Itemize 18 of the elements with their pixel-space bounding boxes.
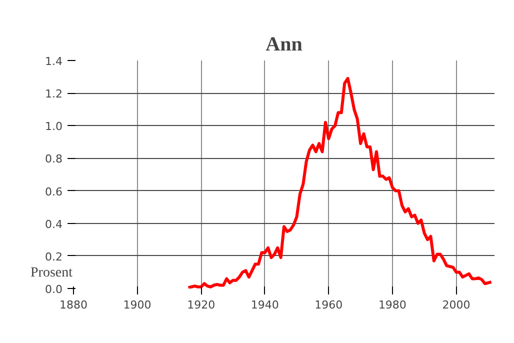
x-tick-label: 2000 xyxy=(442,298,470,312)
y-axis-title: Prosent xyxy=(30,266,73,280)
x-tick-label: 1900 xyxy=(123,298,152,312)
line-series xyxy=(186,76,493,288)
y-tick-label: 1.4 xyxy=(45,55,63,68)
y-tick-label: 0.8 xyxy=(45,152,63,166)
y-tick-label: 0.4 xyxy=(45,218,63,231)
chart-title: Ann xyxy=(266,34,302,56)
y-tick-label: 0.2 xyxy=(45,250,63,264)
y-tick-label: 0.0 xyxy=(45,283,63,296)
x-tick-label: 1960 xyxy=(314,298,343,312)
y-tick-label: 0.6 xyxy=(45,185,63,198)
x-tick-label: 1940 xyxy=(250,298,279,312)
y-tick-label: 1.0 xyxy=(45,120,63,134)
x-tick-label: 1920 xyxy=(187,298,216,312)
x-tick-label: 1880 xyxy=(60,298,88,312)
x-tick-label: 1980 xyxy=(378,298,406,312)
y-tick-label: 1.2 xyxy=(45,88,63,101)
